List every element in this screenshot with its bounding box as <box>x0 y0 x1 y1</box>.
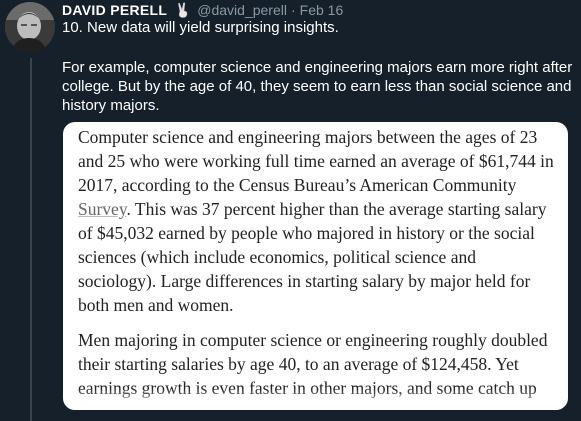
article-paragraph-1-end: . This was 37 percent higher than the av… <box>78 199 547 315</box>
card-bottom-fade <box>63 388 568 410</box>
article-paragraph-1: Computer science and engineering majors … <box>78 125 558 317</box>
avatar[interactable] <box>5 2 55 52</box>
avatar-photo-icon <box>5 2 55 52</box>
header-separator: · <box>290 2 296 18</box>
article-paragraph-1-start: Computer science and engineering majors … <box>78 127 554 195</box>
victory-hand-icon <box>175 2 191 18</box>
author-name[interactable]: DAVID PERELL <box>62 2 168 18</box>
survey-link: Survey <box>78 199 127 219</box>
tweet-text: 10. New data will yield surprising insig… <box>62 18 574 115</box>
tweet-header: DAVID PERELL @david_perell · Feb 16 <box>62 2 343 18</box>
thread-connector-line <box>30 58 32 421</box>
tweet-date[interactable]: Feb 16 <box>299 2 344 18</box>
tweet-line-1: 10. New data will yield surprising insig… <box>62 19 339 36</box>
author-handle[interactable]: @david_perell <box>197 2 287 18</box>
article-screenshot-card[interactable]: Computer science and engineering majors … <box>63 122 568 410</box>
tweet-line-2: For example, computer science and engine… <box>62 59 573 114</box>
article-text: Computer science and engineering majors … <box>78 125 558 400</box>
